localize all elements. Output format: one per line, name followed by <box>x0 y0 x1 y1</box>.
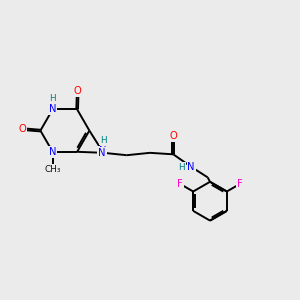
Text: CH₃: CH₃ <box>44 165 61 174</box>
Text: N: N <box>98 148 105 158</box>
Text: N: N <box>99 146 106 156</box>
Text: H: H <box>49 94 56 103</box>
Text: H: H <box>178 163 185 172</box>
Text: O: O <box>169 131 177 141</box>
Text: F: F <box>237 179 243 189</box>
Text: N: N <box>49 104 56 114</box>
Text: N: N <box>49 147 56 157</box>
Text: O: O <box>19 124 26 134</box>
Text: O: O <box>74 86 82 96</box>
Text: N: N <box>188 162 195 172</box>
Text: F: F <box>177 179 183 189</box>
Text: H: H <box>100 136 107 145</box>
